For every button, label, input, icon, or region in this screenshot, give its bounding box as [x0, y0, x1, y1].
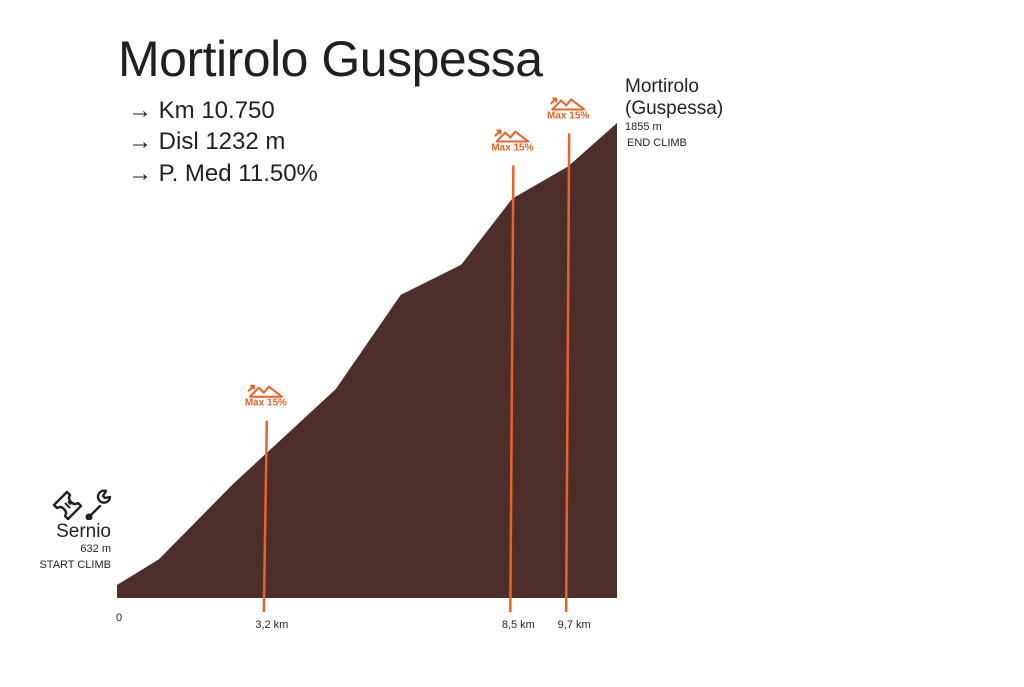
end-label: END CLIMB	[627, 137, 687, 149]
marker-annotation: Max 15%	[491, 143, 533, 154]
marker-line	[564, 133, 571, 613]
gradient-marker: Max 15% 3,2 km	[245, 384, 288, 631]
stat-elevation-gain: → Disl 1232 m	[128, 128, 286, 155]
gradient-marker: Max 15% 9,7 km	[547, 97, 591, 631]
marker-km-label: 8,5 km	[502, 619, 535, 631]
markers-layer: Max 15% 3,2 km Max 15% 8,5 km Max 15% 9,7 km	[245, 97, 591, 631]
chart-title: Mortirolo Guspessa	[118, 31, 543, 87]
mountain-arrow-icon	[494, 129, 530, 143]
end-elevation: 1855 m	[625, 121, 662, 133]
start-icons	[50, 488, 112, 525]
mountain-arrow-icon	[550, 97, 586, 111]
marker-annotation: Max 15%	[245, 398, 287, 409]
profile-area	[117, 123, 617, 598]
mountain-arrow-icon	[247, 384, 283, 398]
marker-km-label: 3,2 km	[255, 619, 288, 631]
end-name: Mortirolo	[625, 76, 699, 97]
start-label: START CLIMB	[39, 559, 111, 571]
start-name: Sernio	[56, 521, 111, 542]
ticket-icon	[52, 490, 83, 521]
marker-line	[509, 165, 515, 613]
stat-distance: → Km 10.750	[128, 97, 275, 124]
marker-line	[262, 420, 269, 613]
ticks-layer: 0	[116, 612, 122, 624]
x-tick-label: 0	[116, 612, 122, 624]
marker-annotation: Max 15%	[547, 110, 589, 121]
end-name-sub: (Guspessa)	[625, 98, 724, 119]
marker-km-label: 9,7 km	[558, 619, 591, 631]
start-elevation: 632 m	[80, 543, 111, 555]
stat-average-gradient: → P. Med 11.50%	[128, 160, 318, 187]
wrench-icon	[85, 489, 112, 521]
gradient-marker: Max 15% 8,5 km	[491, 129, 535, 631]
